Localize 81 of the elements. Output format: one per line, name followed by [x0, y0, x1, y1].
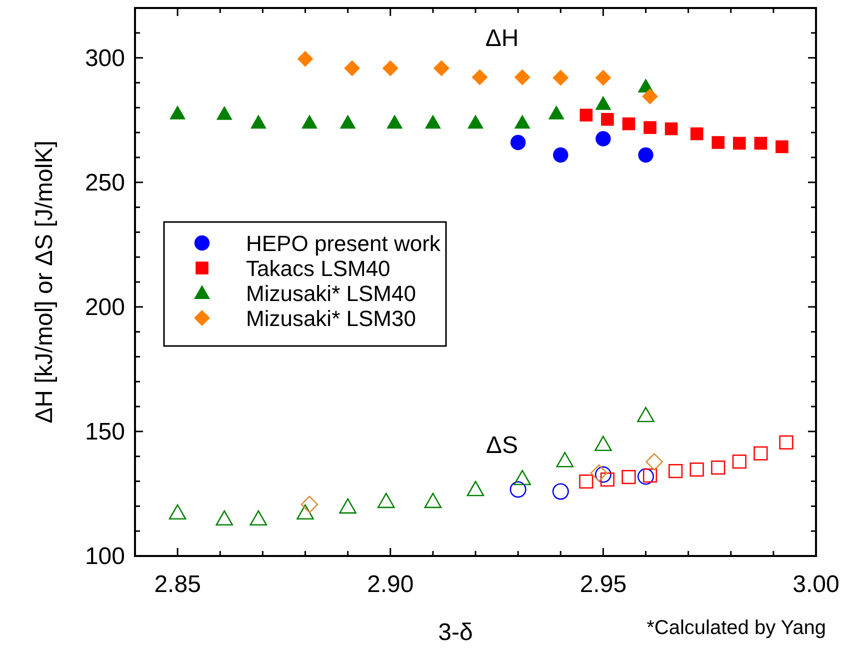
point	[340, 114, 356, 129]
point	[468, 114, 484, 129]
point	[300, 496, 318, 514]
point	[664, 122, 678, 136]
point	[594, 436, 612, 452]
point	[601, 112, 614, 126]
point	[580, 108, 593, 122]
point	[548, 105, 564, 120]
point	[638, 468, 654, 485]
x-axis-title: 3-δ	[438, 619, 473, 646]
point	[668, 464, 683, 478]
point	[690, 462, 704, 477]
point	[646, 453, 663, 470]
point	[690, 127, 704, 140]
point	[168, 504, 186, 520]
point	[339, 498, 356, 514]
annotation: ΔH	[485, 25, 519, 52]
point	[754, 136, 768, 150]
point	[466, 480, 484, 496]
point	[642, 468, 658, 483]
point	[600, 472, 614, 487]
point	[216, 510, 234, 526]
point	[297, 50, 314, 67]
point	[424, 114, 441, 129]
point	[622, 117, 636, 130]
y-tick-label: 300	[84, 44, 125, 72]
point	[433, 60, 450, 76]
point	[386, 114, 403, 129]
legend-label: Mizusaki* LSM40	[246, 281, 416, 306]
x-tick-label: 2.85	[154, 571, 201, 598]
point	[302, 114, 318, 129]
point	[711, 460, 726, 475]
point	[552, 70, 569, 86]
point	[250, 510, 268, 526]
y-tick-label: 250	[84, 169, 125, 196]
point	[779, 435, 794, 450]
x-tick-label: 2.90	[367, 571, 414, 598]
point	[216, 106, 232, 120]
point	[377, 492, 395, 508]
point	[170, 105, 186, 120]
point	[590, 464, 608, 482]
point	[594, 466, 612, 483]
point	[732, 454, 746, 469]
point	[622, 470, 636, 484]
legend-label: HEPO present work	[246, 231, 442, 256]
y-axis-title: ΔH [kJ/mol] or ΔS [J/molK]	[31, 140, 58, 424]
point	[514, 69, 530, 86]
legend-label: Mizusaki* LSM30	[246, 306, 416, 331]
point	[732, 136, 746, 150]
point	[637, 406, 654, 422]
x-tick-label: 2.95	[580, 571, 627, 598]
annotation: ΔS	[486, 432, 518, 459]
point	[514, 114, 530, 129]
text: *Calculated by Yang	[646, 617, 826, 639]
point	[556, 452, 574, 468]
point	[424, 492, 442, 508]
point	[250, 114, 266, 129]
legend-label: Takacs LSM40	[246, 256, 390, 281]
point	[712, 136, 725, 149]
point	[344, 60, 360, 76]
point	[382, 60, 398, 76]
point	[596, 131, 611, 146]
point	[642, 88, 658, 104]
y-tick-label: 150	[84, 418, 125, 446]
y-tick-label: 100	[84, 543, 125, 570]
point	[296, 504, 314, 520]
x-tick-label: 3.00	[792, 571, 840, 598]
y-tick-label: 200	[84, 294, 125, 321]
point	[638, 147, 654, 163]
point	[579, 474, 594, 489]
point	[472, 69, 488, 86]
point	[514, 470, 531, 486]
point	[553, 147, 568, 163]
point	[776, 140, 788, 154]
point	[510, 481, 526, 498]
point	[595, 70, 612, 86]
point	[644, 121, 656, 134]
point	[754, 446, 768, 460]
point	[595, 96, 612, 110]
point	[552, 483, 569, 500]
point	[510, 134, 526, 150]
